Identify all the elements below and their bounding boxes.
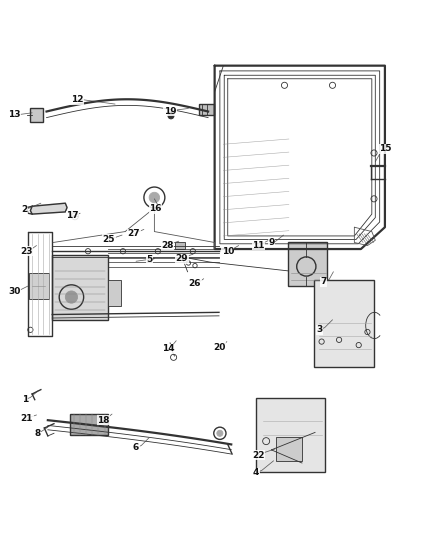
Bar <box>30 108 43 122</box>
Bar <box>52 255 108 320</box>
Bar <box>288 243 327 286</box>
Text: 11: 11 <box>252 241 265 250</box>
Text: 17: 17 <box>67 212 79 220</box>
Bar <box>199 104 214 115</box>
Circle shape <box>149 192 159 203</box>
Bar <box>314 280 374 367</box>
Text: 7: 7 <box>321 277 327 286</box>
Text: 23: 23 <box>20 247 32 256</box>
Bar <box>29 273 49 299</box>
Bar <box>108 280 121 306</box>
Bar <box>70 414 108 434</box>
Text: 13: 13 <box>8 110 21 119</box>
Bar <box>175 242 185 249</box>
Text: 15: 15 <box>379 144 391 153</box>
Text: 26: 26 <box>189 279 201 288</box>
Bar <box>256 398 325 472</box>
Text: 16: 16 <box>149 204 162 213</box>
Text: 5: 5 <box>146 255 152 264</box>
Text: 4: 4 <box>253 468 259 477</box>
Text: 18: 18 <box>97 416 110 425</box>
Text: 29: 29 <box>176 254 188 263</box>
Text: 10: 10 <box>222 247 234 256</box>
Text: 21: 21 <box>21 414 33 423</box>
Text: 27: 27 <box>127 229 140 238</box>
Text: 25: 25 <box>103 235 115 244</box>
Bar <box>276 437 302 461</box>
Text: 2: 2 <box>21 205 28 214</box>
Text: 12: 12 <box>71 95 83 104</box>
Text: 28: 28 <box>161 241 174 250</box>
Polygon shape <box>30 203 67 214</box>
Circle shape <box>65 291 78 303</box>
Circle shape <box>168 113 174 119</box>
Text: 30: 30 <box>8 287 21 296</box>
Text: 9: 9 <box>268 238 275 247</box>
Text: 6: 6 <box>133 443 139 452</box>
Text: 14: 14 <box>162 344 175 353</box>
Text: 1: 1 <box>21 395 28 404</box>
Circle shape <box>217 430 223 437</box>
Text: 8: 8 <box>35 429 41 438</box>
Text: 22: 22 <box>252 450 265 459</box>
Text: 20: 20 <box>213 343 225 352</box>
Text: 3: 3 <box>316 325 322 334</box>
Text: 19: 19 <box>164 107 177 116</box>
